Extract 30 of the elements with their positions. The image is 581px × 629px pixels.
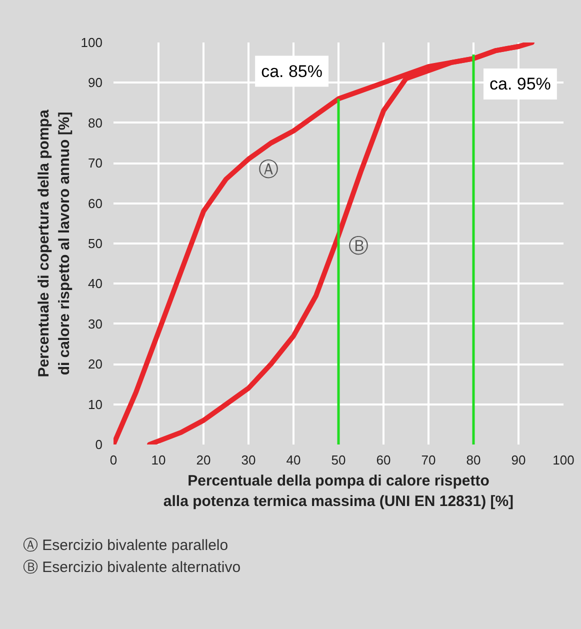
x-axis-title: Percentuale della pompa di calore rispetto alla potenza termica massima (UNI EN 12831) [%] (163, 472, 514, 510)
text: Ⓐ Esercizio bivalente parallelo (23, 537, 228, 554)
x-tick-label: 40 (286, 452, 301, 468)
annotation: ca. 95% (490, 74, 551, 94)
annotation: Ⓐ (258, 157, 278, 182)
x-tick-label: 80 (466, 452, 481, 468)
y-tick-label: 80 (88, 115, 103, 130)
y-tick-label: 90 (88, 75, 103, 90)
annotation: ca. 85% (261, 62, 323, 81)
annotation: Ⓑ (348, 233, 368, 258)
x-tick-label: 90 (511, 452, 526, 468)
y-tick-label: 50 (88, 236, 103, 251)
x-tick-label: 20 (196, 452, 211, 468)
x-tick-label: 0 (110, 452, 118, 468)
y-tick-label: 70 (88, 156, 103, 171)
y-tick-label: 100 (80, 35, 103, 50)
y-tick-label: 0 (95, 437, 103, 452)
x-tick-label: 60 (376, 452, 391, 468)
x-tick-label: 70 (421, 452, 436, 468)
text: Ⓑ Esercizio bivalente alternativo (23, 559, 241, 576)
x-tick-label: 10 (151, 452, 166, 468)
y-tick-label: 20 (88, 356, 103, 372)
y-tick-label: 60 (88, 196, 103, 211)
x-tick-label: 100 (552, 452, 574, 468)
y-tick-label: 40 (88, 276, 103, 292)
y-axis-title: Percentuale di copertura della pompa di calore rispetto al lavoro annuo [%] (35, 109, 73, 378)
y-tick-label: 10 (88, 396, 103, 412)
x-tick-label: 30 (241, 452, 256, 468)
y-tick-label: 30 (88, 316, 103, 332)
x-tick-label: 50 (331, 452, 346, 468)
